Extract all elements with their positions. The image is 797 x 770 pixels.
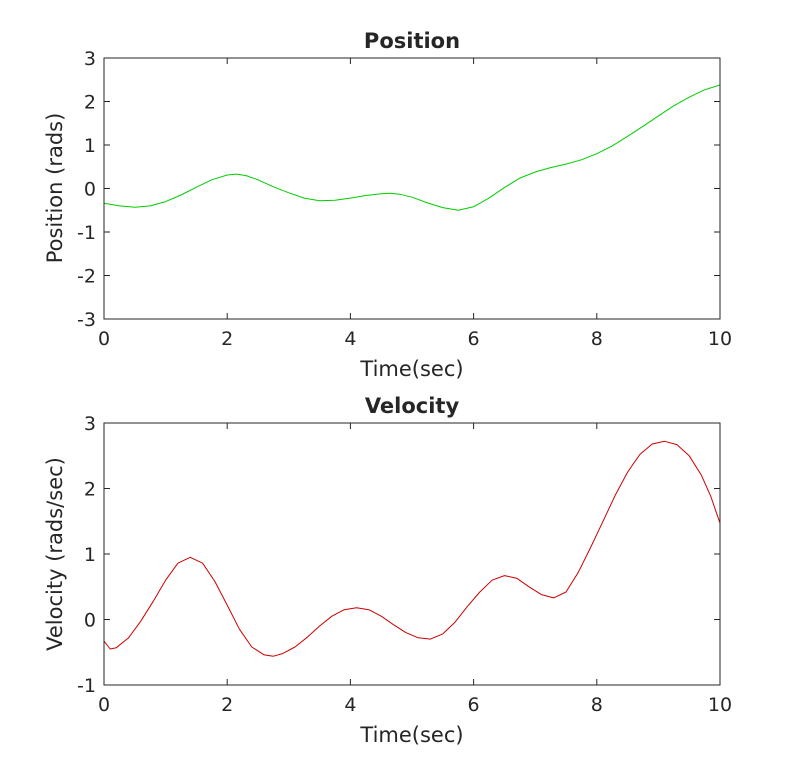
velocity-ytick-label: 0 <box>84 610 96 632</box>
position-series-layer <box>103 84 721 211</box>
velocity-ytick-label: -1 <box>77 675 96 697</box>
position-xtick-label: 2 <box>221 328 233 350</box>
position-tick-layer: 0 2 4 6 8 10 -3 -2 -1 0 1 2 3 <box>77 48 732 350</box>
position-ytick-label: -3 <box>77 309 96 331</box>
position-xtick-label: 8 <box>591 328 603 350</box>
position-xtick-label: 4 <box>344 328 356 350</box>
position-ytick-label: 1 <box>84 135 96 157</box>
velocity-xtick-label: 8 <box>591 694 603 716</box>
position-ytick-label: -1 <box>77 222 96 244</box>
position-series-line <box>103 84 721 211</box>
position-ytick-label: -2 <box>77 266 96 288</box>
velocity-ylabel: Velocity (rads/sec) <box>43 457 67 651</box>
velocity-xlabel: Time(sec) <box>359 723 463 747</box>
velocity-series-layer <box>103 440 721 657</box>
velocity-series-line <box>103 440 721 657</box>
position-xlabel: Time(sec) <box>359 357 463 381</box>
velocity-title: Velocity <box>365 394 460 418</box>
velocity-xtick-label: 6 <box>468 694 480 716</box>
position-plot: Position 0 2 4 6 8 10 -3 -2 -1 0 1 2 3 Time(sec) Pos… <box>43 29 732 381</box>
position-ytick-label: 0 <box>84 179 96 201</box>
position-ytick-label: 3 <box>84 48 96 70</box>
position-ytick-label: 2 <box>84 92 96 114</box>
velocity-xtick-label: 10 <box>708 694 732 716</box>
velocity-ytick-label: 1 <box>84 544 96 566</box>
position-xtick-label: 10 <box>708 328 732 350</box>
velocity-xtick-label: 2 <box>221 694 233 716</box>
position-xtick-label: 0 <box>98 328 110 350</box>
velocity-ytick-label: 3 <box>84 413 96 435</box>
position-title: Position <box>364 29 460 53</box>
velocity-xtick-label: 4 <box>344 694 356 716</box>
position-xtick-label: 6 <box>468 328 480 350</box>
velocity-xtick-label: 0 <box>98 694 110 716</box>
velocity-ytick-label: 2 <box>84 479 96 501</box>
position-ylabel: Position (rads) <box>43 113 67 264</box>
